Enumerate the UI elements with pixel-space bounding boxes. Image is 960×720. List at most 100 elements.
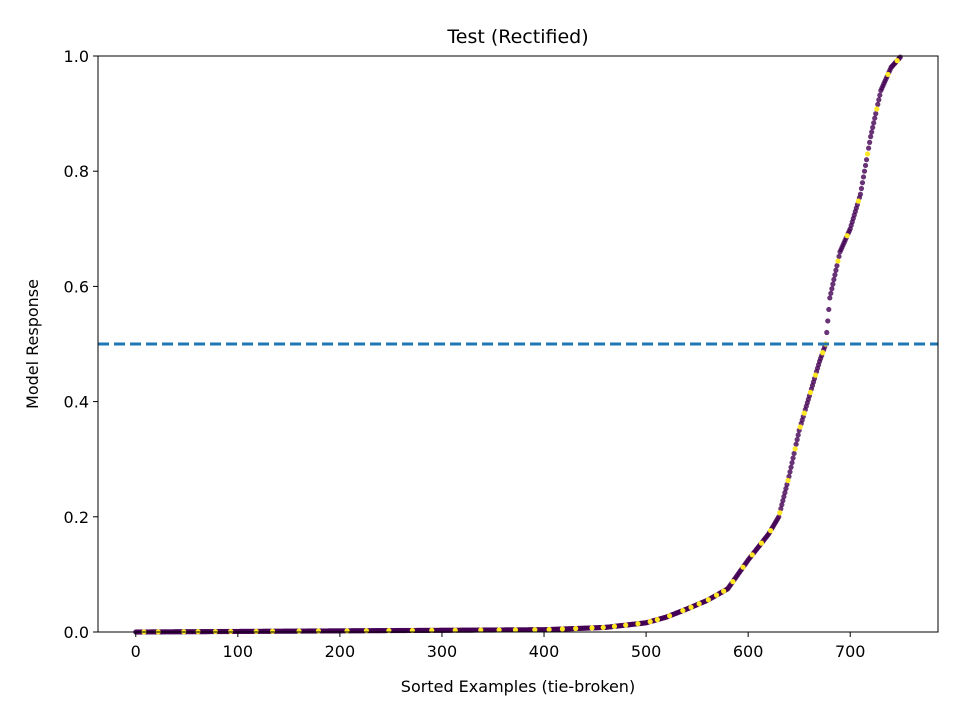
data-point-negative xyxy=(871,120,877,126)
data-point-negative xyxy=(861,168,868,174)
data-point-negative xyxy=(873,111,879,117)
data-point-positive xyxy=(600,624,606,631)
data-point-positive xyxy=(696,601,702,607)
plot-frame xyxy=(97,55,939,633)
data-point-negative xyxy=(790,455,796,461)
data-point-positive xyxy=(740,564,746,570)
data-point-negative xyxy=(786,473,792,480)
data-point-positive xyxy=(768,528,774,534)
data-point-negative xyxy=(860,174,867,180)
data-point-positive xyxy=(797,424,803,430)
data-point-negative xyxy=(778,506,784,512)
data-point-positive xyxy=(688,604,694,610)
data-point-positive xyxy=(559,626,566,632)
data-point-negative xyxy=(862,162,869,169)
data-point-negative xyxy=(869,129,875,135)
data-point-negative xyxy=(872,115,878,121)
data-point-negative xyxy=(830,281,836,287)
y-tick-label: 0.4 xyxy=(64,393,89,412)
data-point-negative xyxy=(791,450,797,457)
data-point-negative xyxy=(876,97,882,103)
data-point-positive xyxy=(721,588,727,594)
data-point-positive xyxy=(807,389,814,395)
data-point-negative xyxy=(776,514,782,520)
data-point-negative xyxy=(781,494,787,500)
x-tick-label: 200 xyxy=(325,642,356,661)
data-point-negative xyxy=(877,92,883,98)
data-point-positive xyxy=(573,625,579,632)
data-point-positive xyxy=(894,58,900,64)
data-point-positive xyxy=(820,350,826,356)
data-point-negative xyxy=(870,124,876,131)
x-tick-label: 300 xyxy=(427,642,458,661)
data-point-negative xyxy=(793,441,799,447)
data-point-positive xyxy=(730,579,736,585)
x-tick-label: 700 xyxy=(835,642,866,661)
data-point-positive xyxy=(758,540,765,546)
data-point-positive xyxy=(344,628,350,634)
data-point-negative xyxy=(795,432,801,438)
data-point-positive xyxy=(363,628,370,634)
data-point-negative xyxy=(832,272,838,278)
data-point-positive xyxy=(785,477,791,484)
data-point-negative xyxy=(824,329,830,336)
data-point-negative xyxy=(788,464,794,470)
data-point-positive xyxy=(705,597,711,603)
data-point-negative xyxy=(831,276,837,283)
y-tick-label: 0.6 xyxy=(64,277,89,296)
data-point-negative xyxy=(789,460,795,466)
data-point-positive xyxy=(228,628,234,635)
data-point-positive xyxy=(296,628,302,634)
data-point-negative xyxy=(834,263,840,269)
data-point-positive xyxy=(777,510,783,516)
data-point-negative xyxy=(779,502,785,508)
y-tick-label: 0.0 xyxy=(64,623,89,642)
data-point-positive xyxy=(253,628,259,634)
data-point-positive xyxy=(654,617,660,623)
data-point-negative xyxy=(780,498,786,504)
data-point-negative xyxy=(782,490,788,496)
data-point-positive xyxy=(496,627,502,633)
data-point-positive xyxy=(864,151,871,157)
data-point-positive xyxy=(635,621,641,627)
data-point-positive xyxy=(315,628,322,634)
data-point-negative xyxy=(857,191,864,197)
data-point-positive xyxy=(885,71,891,78)
data-point-negative xyxy=(825,318,831,324)
data-point-positive xyxy=(835,258,841,264)
data-point-negative xyxy=(867,139,873,145)
data-point-negative xyxy=(784,481,790,488)
data-point-negative xyxy=(826,306,832,313)
data-point-positive xyxy=(749,552,755,558)
data-point-positive xyxy=(269,628,276,634)
chart-title: Test (Rectified) xyxy=(446,26,588,48)
data-point-negative xyxy=(866,145,872,151)
data-point-positive xyxy=(680,607,686,614)
data-point-negative xyxy=(794,437,800,443)
data-point-negative xyxy=(783,485,789,492)
y-tick-label: 0.2 xyxy=(64,508,89,527)
data-point-negative xyxy=(833,267,839,273)
data-point-positive xyxy=(532,627,538,633)
x-tick-label: 100 xyxy=(223,642,254,661)
data-point-negative xyxy=(863,157,870,163)
y-tick-label: 1.0 xyxy=(64,47,89,66)
data-point-positive xyxy=(855,198,861,204)
data-point-positive xyxy=(611,623,618,629)
data-point-positive xyxy=(812,372,819,378)
x-tick-label: 0 xyxy=(131,642,141,661)
data-point-positive xyxy=(844,233,850,239)
y-axis: 0.0 0.2 0.4 0.6 0.8 1.0 xyxy=(64,47,98,642)
data-point-negative xyxy=(829,286,835,292)
x-axis-title: Sorted Examples (tie-broken) xyxy=(401,677,635,696)
data-point-negative xyxy=(859,180,866,186)
x-tick-label: 400 xyxy=(529,642,560,661)
data-point-positive xyxy=(512,627,519,633)
data-point-negative xyxy=(828,290,834,296)
y-tick-label: 0.8 xyxy=(64,162,89,181)
data-point-negative xyxy=(875,101,881,107)
data-point-positive xyxy=(623,622,629,628)
data-point-positive xyxy=(666,613,673,619)
data-point-positive xyxy=(546,626,552,633)
